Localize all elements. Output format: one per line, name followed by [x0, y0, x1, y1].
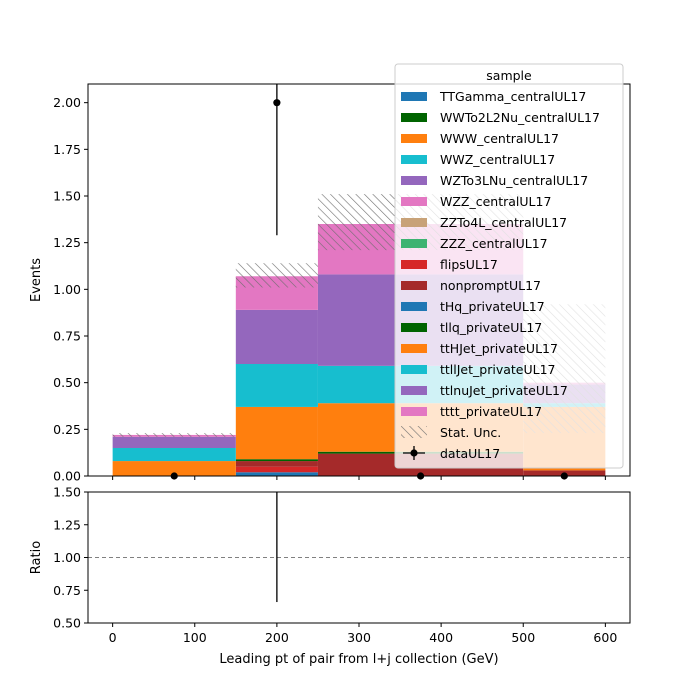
y-tick-label: 0.25 — [53, 422, 81, 437]
stack-bar — [235, 406, 318, 460]
x-tick-label: 500 — [511, 630, 535, 645]
legend-swatch — [401, 92, 427, 101]
stack-bar — [112, 448, 236, 462]
legend-entry: WWTo2L2Nu_centralUL17 — [440, 110, 600, 125]
ratio-y-tick-label: 1.50 — [53, 485, 81, 500]
x-axis-label: Leading pt of pair from l+j collection (… — [219, 652, 498, 667]
stack-bar — [235, 309, 318, 364]
legend-entry: ttlnuJet_privateUL17 — [440, 383, 568, 398]
legend-entry: dataUL17 — [440, 446, 500, 461]
ratio-y-tick-label: 0.50 — [53, 616, 81, 631]
y-tick-label: 1.00 — [53, 282, 81, 297]
legend-swatch — [401, 426, 427, 438]
legend-entry: nonpromptUL17 — [440, 278, 541, 293]
y-tick-label: 0.50 — [53, 375, 81, 390]
ratio-y-axis-label: Ratio — [29, 541, 44, 574]
x-tick-label: 600 — [593, 630, 617, 645]
stack-bar — [235, 472, 318, 476]
stack-bar — [235, 466, 318, 473]
legend-swatch — [401, 239, 427, 248]
legend-entry: tllq_privateUL17 — [440, 320, 542, 335]
legend-entry: ZZZ_centralUL17 — [440, 236, 548, 251]
legend-data-marker — [410, 449, 418, 457]
legend-swatch — [401, 365, 427, 374]
stack-bar — [112, 461, 236, 476]
x-tick-label: 400 — [429, 630, 453, 645]
legend-entry: ttllJet_privateUL17 — [440, 362, 556, 377]
legend-swatch — [401, 260, 427, 269]
legend-entry: tHq_privateUL17 — [440, 299, 545, 314]
legend-swatch — [401, 113, 427, 122]
legend-swatch — [401, 281, 427, 290]
x-tick-label: 200 — [265, 630, 289, 645]
stack-bar — [235, 461, 318, 467]
y-tick-label: 1.25 — [53, 235, 81, 250]
legend-entry: ZZTo4L_centralUL17 — [440, 215, 567, 230]
stack-bar — [235, 459, 318, 462]
legend-swatch — [401, 407, 427, 416]
legend-entry: WZZ_centralUL17 — [440, 194, 551, 209]
y-tick-label: 1.75 — [53, 142, 81, 157]
legend-swatch — [401, 386, 427, 395]
legend-swatch — [401, 302, 427, 311]
ratio-plot: 0.50 0.75 1.00 1.25 1.50 0 100 200 300 400 500 600 R… — [29, 485, 631, 667]
legend-title: sample — [486, 68, 532, 83]
legend-box — [394, 63, 624, 469]
ratio-y-tick-label: 0.75 — [53, 583, 81, 598]
legend: sample TTGamma_centralUL17 WWTo2L2Nu_centr… — [394, 63, 624, 469]
stat-unc-band — [112, 433, 236, 437]
legend-swatch — [401, 323, 427, 332]
legend-entry: tttt_privateUL17 — [440, 404, 542, 419]
x-tick-label: 100 — [183, 630, 207, 645]
legend-swatch — [401, 176, 427, 185]
ratio-y-tick-label: 1.00 — [53, 550, 81, 565]
y-tick-label: 0.00 — [53, 469, 81, 484]
x-tick-label: 300 — [347, 630, 371, 645]
legend-swatch — [401, 344, 427, 353]
legend-swatch — [401, 197, 427, 206]
ratio-y-tick-label: 1.25 — [53, 517, 81, 532]
legend-swatch — [401, 218, 427, 227]
legend-swatch — [401, 134, 427, 143]
stat-unc-band — [235, 263, 318, 288]
stack-bar — [235, 364, 318, 407]
y-axis-label: Events — [29, 258, 44, 302]
legend-entry: WZTo3LNu_centralUL17 — [440, 173, 588, 188]
legend-entry: Stat. Unc. — [440, 425, 501, 440]
x-tick-label: 0 — [109, 630, 117, 645]
y-tick-label: 1.50 — [53, 189, 81, 204]
stack-bar — [112, 436, 236, 448]
legend-entry: flipsUL17 — [440, 257, 498, 272]
data-point — [273, 99, 281, 107]
legend-entry: WWW_centralUL17 — [440, 131, 559, 146]
legend-entry: ttHJet_privateUL17 — [440, 341, 558, 356]
legend-entry: TTGamma_centralUL17 — [439, 89, 586, 104]
y-tick-label: 2.00 — [53, 95, 81, 110]
legend-swatch — [401, 155, 427, 164]
y-tick-label: 0.75 — [53, 329, 81, 344]
ratio-axes-frame — [87, 491, 631, 624]
legend-entry: WWZ_centralUL17 — [440, 152, 555, 167]
